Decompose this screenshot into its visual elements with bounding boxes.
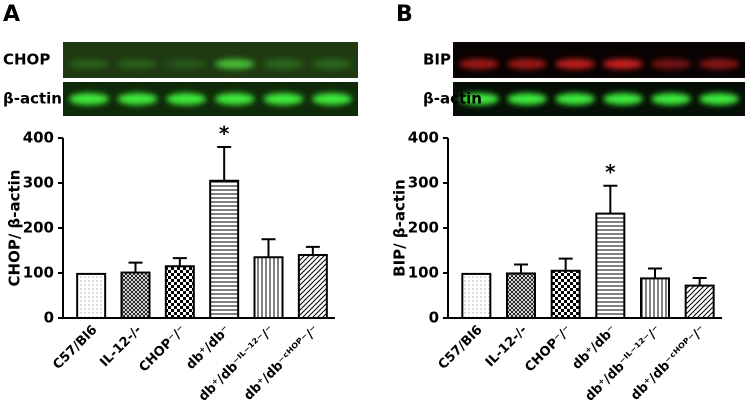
blot-label: β-actin: [3, 90, 62, 108]
blot-band: [459, 59, 499, 69]
bar: [253, 256, 284, 319]
annotation: *: [605, 160, 616, 184]
blot-label: β-actin: [423, 90, 482, 108]
blot-band: [603, 93, 643, 105]
blot-band: [117, 93, 158, 105]
blot-band: [214, 93, 255, 105]
blot-band: [555, 93, 595, 105]
error-bar: [514, 263, 528, 274]
error-bar: [558, 257, 573, 271]
blot-image: [63, 82, 358, 116]
blot-band: [263, 93, 304, 105]
y-tick-label: 0: [44, 309, 54, 327]
blot-image: [63, 42, 358, 78]
error-bar: [261, 238, 276, 258]
error-bar: [305, 245, 320, 255]
x-tick-label: db⁺/db⁻ᴵᴸ⁻¹²⁻/⁻: [582, 323, 664, 405]
bar: [164, 265, 195, 319]
x-tick-label: C57/Bl6: [50, 323, 100, 373]
blot-band: [117, 59, 158, 69]
blot-band: [603, 59, 643, 69]
y-tick-label: 100: [408, 264, 439, 282]
y-axis-label: CHOP/ β-actin: [6, 170, 24, 287]
x-tick-label: C57/Bl6: [436, 323, 486, 373]
blot-image: [453, 42, 745, 78]
x-tick-label: db⁺/db⁻ᴵᴸ⁻¹²⁻/⁻: [196, 323, 278, 405]
blot-band: [651, 93, 691, 105]
y-tick-label: 400: [23, 129, 54, 147]
bar: [120, 271, 151, 319]
bar: [506, 272, 536, 320]
blot-band: [651, 59, 691, 69]
bar: [76, 272, 107, 319]
x-tick-label: db⁺/db⁻ᶜᴴᴼᴾ⁻/⁻: [241, 323, 322, 404]
blot-band: [263, 59, 304, 69]
error-bar: [692, 276, 707, 286]
x-tick-label: CHOP⁻/⁻: [522, 323, 575, 376]
error-bar: [128, 261, 143, 273]
blot-image: [453, 82, 745, 116]
y-tick-label: 300: [408, 174, 439, 192]
blot-band: [166, 93, 207, 105]
blot-band: [507, 93, 547, 105]
y-tick-label: 200: [23, 219, 54, 237]
blot-band: [555, 59, 595, 69]
blot-label: BIP: [423, 51, 451, 69]
blot-band: [214, 59, 255, 69]
blot-band: [507, 59, 547, 69]
error-bar: [172, 257, 187, 267]
bar: [640, 277, 670, 319]
blot-band: [312, 93, 352, 105]
blot-band: [699, 59, 739, 69]
bar: [209, 179, 240, 319]
blot-band: [166, 59, 207, 69]
y-axis-label: BIP/ β-actin: [391, 179, 409, 277]
bar: [684, 284, 715, 320]
bar: [595, 212, 626, 320]
bar: [297, 254, 328, 319]
panel-label: A: [3, 2, 20, 27]
blot-band: [459, 93, 499, 105]
blot-label: CHOP: [3, 51, 50, 69]
y-tick-label: 300: [23, 174, 54, 192]
y-tick-label: 0: [429, 309, 439, 327]
error-bar: [217, 146, 232, 181]
error-bar: [648, 267, 662, 279]
blot-band: [69, 59, 109, 69]
panel-label: B: [396, 2, 413, 27]
bar: [461, 272, 492, 319]
blot-band: [312, 59, 352, 69]
y-tick-label: 100: [23, 264, 54, 282]
y-tick-label: 400: [408, 129, 439, 147]
bar: [550, 269, 581, 319]
annotation: *: [219, 122, 230, 146]
blot-band: [69, 93, 109, 105]
error-bar: [603, 184, 618, 214]
y-tick-label: 200: [408, 219, 439, 237]
x-tick-label: CHOP⁻/⁻: [136, 323, 189, 376]
blot-band: [699, 93, 739, 105]
